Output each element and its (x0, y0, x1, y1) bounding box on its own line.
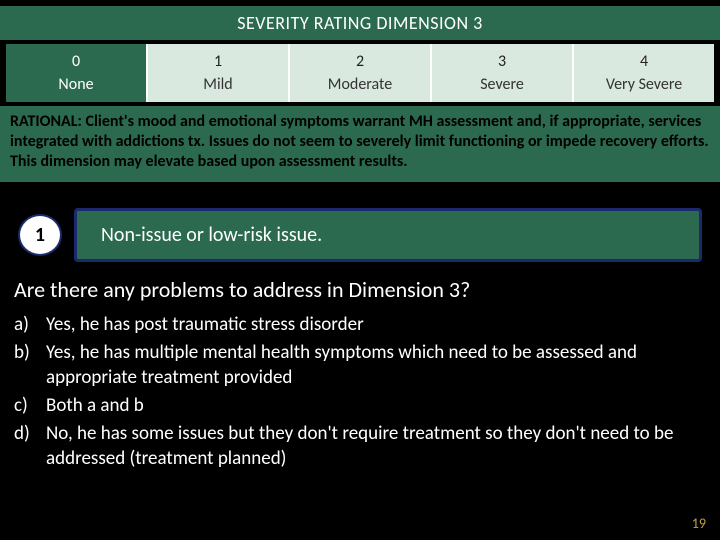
option-text: Both a and b (46, 393, 700, 419)
option-a: a) Yes, he has post traumatic stress dis… (14, 312, 700, 338)
scale-label: Moderate (328, 75, 392, 94)
option-text: No, he has some issues but they don't re… (46, 421, 700, 472)
scale-label: Mild (203, 75, 232, 94)
title-band: SEVERITY RATING DIMENSION 3 (0, 6, 720, 40)
scale-cell-3: 3 Severe (432, 44, 574, 102)
option-d: d) No, he has some issues but they don't… (14, 421, 700, 472)
page-number: 19 (692, 515, 706, 532)
option-key: a) (14, 312, 46, 338)
question-text: Are there any problems to address in Dim… (14, 276, 706, 303)
scale-label: None (58, 75, 93, 94)
option-b: b) Yes, he has multiple mental health sy… (14, 340, 700, 391)
scale-label: Severe (480, 75, 524, 94)
scale-cell-4: 4 Very Severe (574, 44, 714, 102)
option-key: b) (14, 340, 46, 391)
option-text: Yes, he has post traumatic stress disord… (46, 312, 700, 338)
scale-cell-0: 0 None (6, 44, 148, 102)
scale-num: 4 (640, 52, 648, 71)
scale-num: 1 (214, 52, 222, 71)
scale-cell-2: 2 Moderate (290, 44, 432, 102)
option-text: Yes, he has multiple mental health sympt… (46, 340, 700, 391)
slide-title: SEVERITY RATING DIMENSION 3 (237, 12, 483, 34)
severity-callout: 1 Non-issue or low-risk issue. (18, 208, 702, 262)
scale-num: 0 (72, 52, 80, 71)
scale-num: 2 (356, 52, 364, 71)
option-key: d) (14, 421, 46, 472)
scale-num: 3 (498, 52, 506, 71)
scale-label: Very Severe (606, 75, 682, 94)
callout-bar: Non-issue or low-risk issue. (74, 208, 702, 262)
callout-badge: 1 (18, 214, 62, 256)
scale-cell-1: 1 Mild (148, 44, 290, 102)
option-c: c) Both a and b (14, 393, 700, 419)
answer-options: a) Yes, he has post traumatic stress dis… (14, 312, 700, 474)
severity-scale: 0 None 1 Mild 2 Moderate 3 Severe 4 Very… (6, 44, 714, 102)
callout-text: Non-issue or low-risk issue. (101, 223, 322, 247)
rationale-band: RATIONAL: Client's mood and emotional sy… (0, 106, 720, 182)
rationale-text: RATIONAL: Client's mood and emotional sy… (10, 112, 710, 172)
option-key: c) (14, 393, 46, 419)
